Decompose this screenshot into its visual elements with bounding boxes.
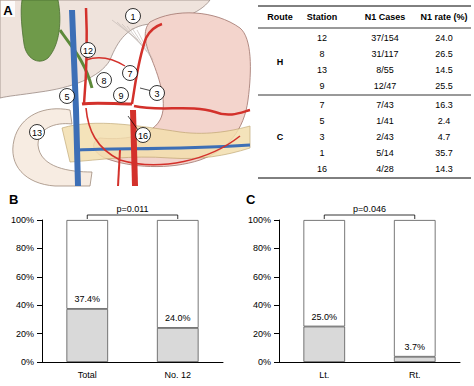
svg-text:0%: 0% bbox=[258, 357, 271, 367]
svg-text:8: 8 bbox=[319, 49, 324, 59]
svg-text:1: 1 bbox=[130, 12, 135, 22]
svg-text:35.7: 35.7 bbox=[435, 148, 453, 158]
svg-text:13: 13 bbox=[32, 128, 42, 138]
svg-text:5/14: 5/14 bbox=[376, 148, 394, 158]
svg-text:0%: 0% bbox=[21, 357, 34, 367]
svg-text:Rt.: Rt. bbox=[409, 370, 421, 380]
svg-text:60%: 60% bbox=[253, 272, 271, 282]
svg-text:14.5: 14.5 bbox=[435, 65, 453, 75]
svg-text:8: 8 bbox=[101, 76, 106, 86]
svg-text:60%: 60% bbox=[16, 272, 34, 282]
svg-text:40%: 40% bbox=[16, 300, 34, 310]
svg-text:25.0%: 25.0% bbox=[311, 312, 337, 322]
svg-text:26.5: 26.5 bbox=[435, 49, 453, 59]
svg-text:7: 7 bbox=[319, 100, 324, 110]
svg-text:No. 12: No. 12 bbox=[164, 370, 191, 380]
svg-text:H: H bbox=[277, 57, 284, 67]
svg-text:B: B bbox=[9, 192, 18, 207]
svg-text:3: 3 bbox=[319, 132, 324, 142]
svg-text:Route: Route bbox=[267, 12, 293, 22]
svg-text:1: 1 bbox=[319, 148, 324, 158]
svg-text:2.4: 2.4 bbox=[438, 116, 451, 126]
svg-text:N1 Cases: N1 Cases bbox=[365, 12, 406, 22]
svg-text:80%: 80% bbox=[253, 243, 271, 253]
svg-text:40%: 40% bbox=[253, 300, 271, 310]
svg-text:31/117: 31/117 bbox=[372, 49, 399, 59]
svg-text:100%: 100% bbox=[11, 215, 34, 225]
svg-text:12: 12 bbox=[317, 33, 327, 43]
svg-text:12: 12 bbox=[83, 46, 93, 56]
svg-text:16.3: 16.3 bbox=[435, 100, 453, 110]
svg-text:A: A bbox=[3, 3, 13, 18]
svg-text:4.7: 4.7 bbox=[438, 132, 451, 142]
svg-text:20%: 20% bbox=[16, 329, 34, 339]
svg-text:1/41: 1/41 bbox=[376, 116, 394, 126]
svg-text:9: 9 bbox=[118, 91, 123, 101]
svg-text:C: C bbox=[246, 192, 256, 207]
svg-text:4/28: 4/28 bbox=[376, 164, 394, 174]
svg-text:N1 rate (%): N1 rate (%) bbox=[420, 12, 467, 22]
svg-text:Station: Station bbox=[307, 12, 338, 22]
svg-text:Lt.: Lt. bbox=[319, 370, 329, 380]
svg-text:7/43: 7/43 bbox=[376, 100, 394, 110]
svg-text:5: 5 bbox=[64, 92, 69, 102]
svg-text:16: 16 bbox=[138, 131, 148, 141]
svg-text:3.7%: 3.7% bbox=[404, 342, 425, 352]
svg-text:80%: 80% bbox=[16, 243, 34, 253]
svg-text:20%: 20% bbox=[253, 329, 271, 339]
svg-text:5: 5 bbox=[319, 116, 324, 126]
svg-text:13: 13 bbox=[317, 65, 327, 75]
svg-text:25.5: 25.5 bbox=[435, 81, 453, 91]
svg-text:14.3: 14.3 bbox=[435, 164, 453, 174]
svg-text:100%: 100% bbox=[248, 215, 271, 225]
svg-text:12/47: 12/47 bbox=[374, 81, 397, 91]
svg-text:Total: Total bbox=[78, 370, 97, 380]
svg-text:8/55: 8/55 bbox=[376, 65, 394, 75]
svg-text:p=0.046: p=0.046 bbox=[353, 204, 386, 214]
svg-text:C: C bbox=[277, 132, 284, 142]
svg-text:9: 9 bbox=[319, 81, 324, 91]
svg-text:3: 3 bbox=[154, 89, 159, 99]
svg-text:7: 7 bbox=[127, 69, 132, 79]
svg-text:37/154: 37/154 bbox=[371, 33, 399, 43]
svg-text:37.4%: 37.4% bbox=[74, 294, 100, 304]
svg-text:2/43: 2/43 bbox=[376, 132, 394, 142]
svg-text:24.0%: 24.0% bbox=[165, 313, 191, 323]
svg-text:24.0: 24.0 bbox=[435, 33, 453, 43]
svg-text:16: 16 bbox=[317, 164, 327, 174]
svg-text:p=0.011: p=0.011 bbox=[116, 204, 148, 214]
